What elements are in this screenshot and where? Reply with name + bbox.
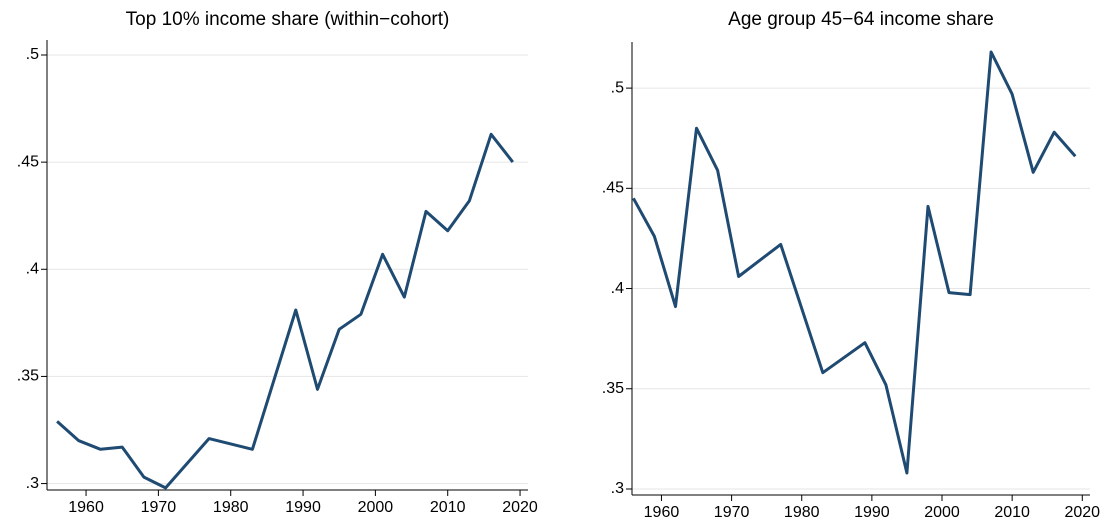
x-tick-label: 1970	[714, 504, 750, 521]
x-tick-label: 2010	[430, 499, 466, 516]
y-tick-label: .4	[611, 280, 624, 297]
y-tick-label: .35	[602, 380, 624, 397]
y-tick-label: .35	[17, 368, 39, 385]
y-tick-label: .45	[17, 153, 39, 170]
data-line	[56, 132, 514, 490]
data-line	[632, 50, 1077, 475]
x-tick-label: 2020	[1064, 504, 1100, 521]
x-tick-label: 1990	[285, 499, 321, 516]
x-tick-label: 1980	[784, 504, 820, 521]
x-tick-label: 1970	[141, 499, 177, 516]
y-tick-label: .5	[611, 79, 624, 96]
chart-title: Age group 45−64 income share	[728, 9, 994, 30]
x-tick-label: 1990	[854, 504, 890, 521]
x-tick-label: 2020	[502, 499, 538, 516]
chart-title: Top 10% income share (within−cohort)	[126, 9, 450, 30]
x-tick-label: 2000	[358, 499, 394, 516]
x-tick-label: 1980	[213, 499, 249, 516]
y-tick-label: .5	[26, 46, 39, 63]
x-tick-label: 1960	[68, 499, 104, 516]
x-tick-label: 2010	[994, 504, 1030, 521]
y-tick-label: .4	[26, 261, 39, 278]
y-tick-label: .3	[26, 475, 39, 492]
y-tick-label: .3	[611, 480, 624, 497]
x-tick-label: 1960	[644, 504, 680, 521]
x-tick-label: 2000	[924, 504, 960, 521]
y-tick-label: .45	[602, 180, 624, 197]
